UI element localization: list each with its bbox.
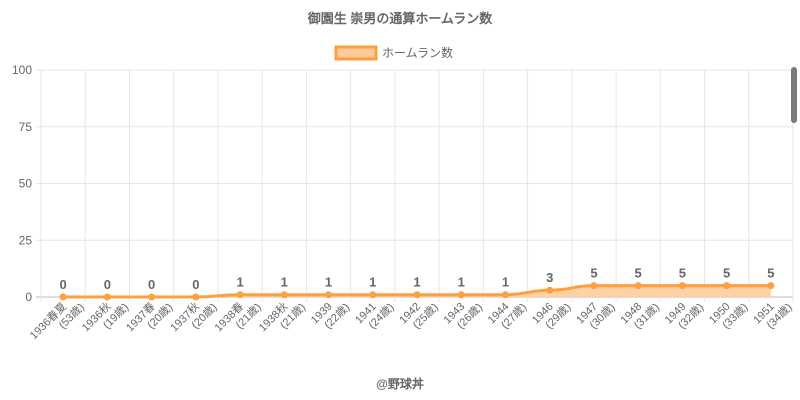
x-tick-label: 1936春夏(53歳) [27,291,87,351]
chart-title: 御園生 崇男の通算ホームラン数 [307,11,494,26]
data-label: 0 [60,277,67,292]
x-tick-label: 1949(32歳) [663,292,706,335]
data-label: 5 [723,266,730,281]
legend-label: ホームラン数 [382,45,453,60]
scrollbar[interactable] [791,67,797,123]
data-label: 0 [148,277,155,292]
data-label: 1 [236,275,243,290]
y-tick-label: 100 [12,63,32,77]
credit: @野球丼 [376,376,424,391]
data-point [369,291,377,299]
x-tick-label: 1948(31歳) [618,292,661,335]
data-label: 5 [679,266,686,281]
data-point [723,282,731,290]
data-label: 5 [767,266,774,281]
data-point [590,282,598,290]
x-tick-label: 1939(22歳) [309,292,352,335]
x-tick-label: 1938春(21歳) [212,291,264,343]
data-label: 1 [281,275,288,290]
data-label: 1 [502,275,509,290]
data-point [634,282,642,290]
legend-swatch [334,45,378,61]
x-tick-label: 1938秋(21歳) [255,291,308,344]
data-label: 5 [590,266,597,281]
data-point [280,291,288,299]
data-point [192,293,200,301]
data-point [678,282,686,290]
data-point [546,286,554,294]
x-tick-label: 1951(34歳) [751,292,794,335]
data-label: 0 [192,277,199,292]
data-label: 3 [546,270,553,285]
x-tick-label: 1946(29歳) [530,292,573,335]
data-label: 1 [458,275,465,290]
data-label: 0 [104,277,111,292]
data-label: 1 [413,275,420,290]
x-tick-label: 1947(30歳) [574,292,617,335]
data-point [236,291,244,299]
data-point [59,293,67,301]
data-point [148,293,156,301]
x-tick-label: 1942(25歳) [397,292,440,335]
x-tick-label: 1941(24歳) [353,292,396,335]
x-tick-label: 1943(26歳) [442,292,485,335]
y-tick-label: 0 [25,290,32,304]
x-tick-label: 1950(33歳) [707,292,750,335]
data-label: 5 [635,266,642,281]
data-point [457,291,465,299]
data-label: 1 [325,275,332,290]
y-tick-label: 25 [19,233,33,247]
data-point [103,293,111,301]
data-point [767,282,775,290]
y-tick-label: 50 [19,177,33,191]
legend[interactable]: ホームラン数 [334,45,453,61]
data-point [325,291,333,299]
data-point [413,291,421,299]
y-tick-label: 75 [19,120,33,134]
data-label: 1 [369,275,376,290]
x-tick-label: 1944(27歳) [486,292,529,335]
data-point [501,291,509,299]
